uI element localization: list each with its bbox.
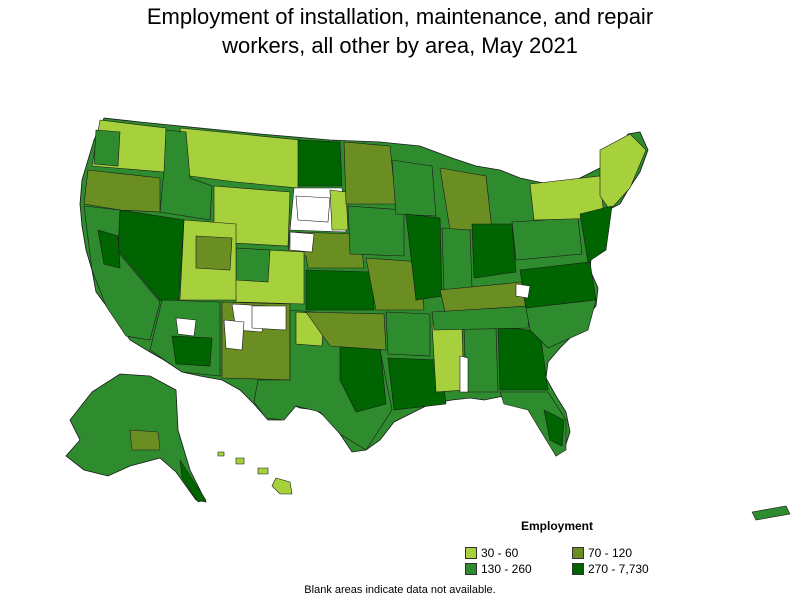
hawaii-oahu	[235, 457, 245, 465]
legend-item-130-260: 130 - 260	[465, 562, 532, 576]
legend-swatch	[572, 547, 584, 559]
region-minnesota	[343, 141, 397, 205]
region-oklahoma	[305, 311, 387, 351]
title-line-1: Employment of installation, maintenance,…	[146, 4, 654, 29]
region-missouri	[365, 257, 425, 311]
region-utah-north	[195, 235, 233, 271]
legend-title: Employment	[521, 519, 594, 533]
alaska-panhandle	[179, 459, 207, 503]
legend-label: 130 - 260	[481, 562, 532, 576]
legend-label: 30 - 60	[481, 546, 519, 560]
region-arizona-south	[171, 335, 213, 367]
region-new-england	[599, 133, 647, 211]
blank-va-west	[515, 283, 531, 299]
legend-label: 270 - 7,730	[588, 562, 649, 576]
region-pennsylvania	[511, 217, 583, 261]
hawaii-kauai	[217, 451, 225, 457]
region-georgia	[497, 325, 549, 391]
legend-swatch	[465, 563, 477, 575]
region-fills	[83, 119, 647, 457]
region-louisiana	[387, 357, 447, 411]
alaska-mid	[129, 429, 161, 451]
region-iowa	[347, 205, 405, 257]
region-north-dakota	[297, 139, 343, 187]
legend-swatch	[465, 547, 477, 559]
map-title: Employment of installation, maintenance,…	[0, 2, 800, 60]
region-northeast-corridor	[579, 205, 613, 263]
title-line-2: workers, all other by area, May 2021	[222, 33, 578, 58]
footnote: Blank areas indicate data not available.	[304, 584, 496, 596]
legend-item-270-7730: 270 - 7,730	[572, 562, 649, 576]
region-carolinas	[525, 299, 597, 349]
region-wa-west	[93, 129, 121, 167]
blank-areas	[175, 195, 531, 393]
region-mississippi	[431, 323, 465, 393]
blank-sd-west	[295, 195, 331, 223]
region-alabama	[463, 325, 499, 393]
region-colorado-west	[235, 247, 271, 283]
region-indiana	[441, 227, 473, 291]
region-kansas	[305, 269, 375, 311]
legend-item-70-120: 70 - 120	[572, 546, 632, 560]
region-ohio	[471, 223, 517, 279]
blank-nv-south	[175, 317, 197, 337]
hawaii-big-island	[271, 477, 293, 495]
region-sd-east	[329, 189, 349, 231]
legend-swatch	[572, 563, 584, 575]
region-florida	[499, 391, 567, 457]
region-oregon	[83, 169, 161, 213]
blank-ne-west	[289, 231, 315, 253]
region-arkansas	[385, 311, 431, 357]
hawaii	[217, 451, 293, 495]
region-idaho	[159, 129, 213, 221]
hawaii-maui	[257, 467, 269, 475]
legend-item-30-60: 30 - 60	[465, 546, 518, 560]
blank-nm-west	[223, 319, 245, 351]
region-wisconsin	[391, 159, 437, 217]
region-florida-south	[543, 409, 565, 447]
blank-co-south	[251, 305, 287, 331]
legend-label: 70 - 120	[588, 546, 633, 560]
blank-ms	[459, 355, 469, 393]
region-california-central	[97, 229, 121, 269]
puerto-rico	[751, 505, 791, 521]
region-tennessee	[431, 305, 531, 331]
